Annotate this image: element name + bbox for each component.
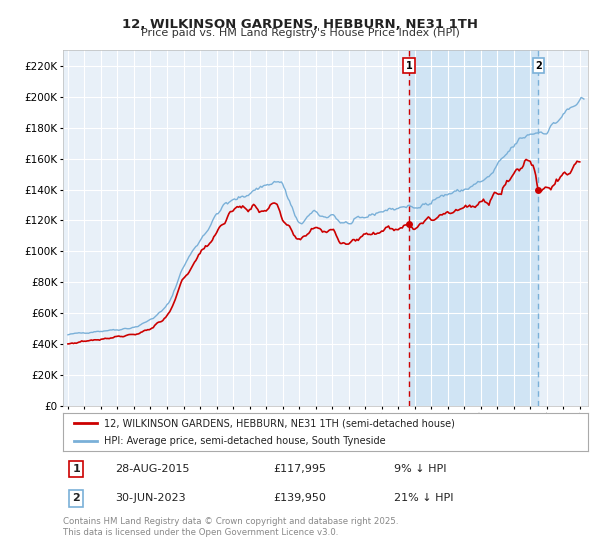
Text: Price paid vs. HM Land Registry's House Price Index (HPI): Price paid vs. HM Land Registry's House … — [140, 28, 460, 38]
Text: 21% ↓ HPI: 21% ↓ HPI — [394, 493, 453, 503]
Bar — [409, 50, 538, 406]
Text: 12, WILKINSON GARDENS, HEBBURN, NE31 1TH (semi-detached house): 12, WILKINSON GARDENS, HEBBURN, NE31 1TH… — [104, 418, 455, 428]
Text: HPI: Average price, semi-detached house, South Tyneside: HPI: Average price, semi-detached house,… — [104, 436, 386, 446]
Text: 1: 1 — [72, 464, 80, 474]
Text: 28-AUG-2015: 28-AUG-2015 — [115, 464, 190, 474]
Text: Contains HM Land Registry data © Crown copyright and database right 2025.
This d: Contains HM Land Registry data © Crown c… — [63, 517, 398, 537]
Text: £139,950: £139,950 — [273, 493, 326, 503]
Text: 2: 2 — [72, 493, 80, 503]
Text: 30-JUN-2023: 30-JUN-2023 — [115, 493, 186, 503]
Text: 1: 1 — [406, 61, 412, 71]
Text: 9% ↓ HPI: 9% ↓ HPI — [394, 464, 446, 474]
Text: 12, WILKINSON GARDENS, HEBBURN, NE31 1TH: 12, WILKINSON GARDENS, HEBBURN, NE31 1TH — [122, 18, 478, 31]
Text: £117,995: £117,995 — [273, 464, 326, 474]
Text: 2: 2 — [535, 61, 542, 71]
